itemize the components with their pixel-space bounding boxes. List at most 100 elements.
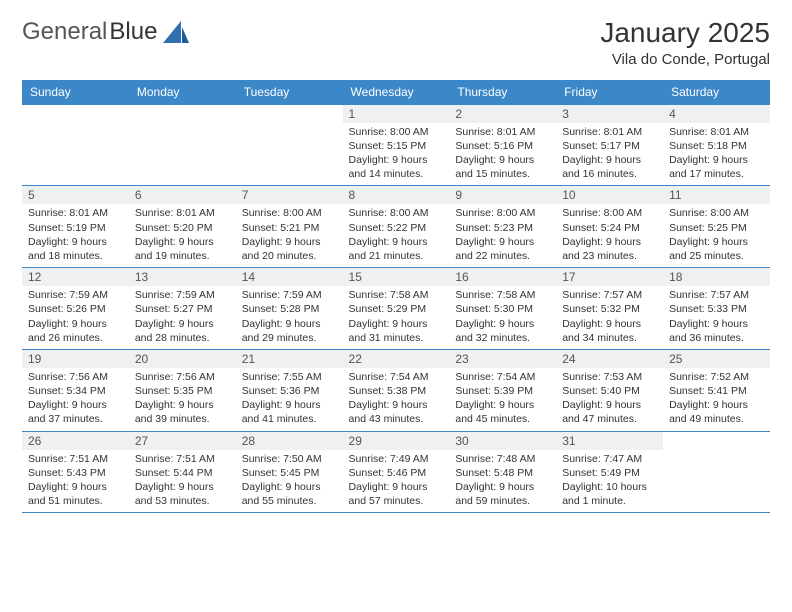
day-daylight2: and 26 minutes. xyxy=(28,331,123,345)
day-number: 29 xyxy=(343,432,450,450)
day-sunrise: Sunrise: 7:48 AM xyxy=(455,452,550,466)
day-info: Sunrise: 7:59 AMSunset: 5:26 PMDaylight:… xyxy=(22,286,129,345)
day-sunset: Sunset: 5:35 PM xyxy=(135,384,230,398)
day-info: Sunrise: 8:00 AMSunset: 5:21 PMDaylight:… xyxy=(236,204,343,263)
day-info: Sunrise: 8:01 AMSunset: 5:18 PMDaylight:… xyxy=(663,123,770,182)
day-info: Sunrise: 7:49 AMSunset: 5:46 PMDaylight:… xyxy=(343,450,450,509)
day-info: Sunrise: 7:51 AMSunset: 5:43 PMDaylight:… xyxy=(22,450,129,509)
calendar-week-row: 26Sunrise: 7:51 AMSunset: 5:43 PMDayligh… xyxy=(22,431,770,513)
day-sunset: Sunset: 5:32 PM xyxy=(562,302,657,316)
day-sunset: Sunset: 5:34 PM xyxy=(28,384,123,398)
day-info: Sunrise: 7:48 AMSunset: 5:48 PMDaylight:… xyxy=(449,450,556,509)
day-daylight2: and 55 minutes. xyxy=(242,494,337,508)
day-info: Sunrise: 7:55 AMSunset: 5:36 PMDaylight:… xyxy=(236,368,343,427)
day-daylight2: and 23 minutes. xyxy=(562,249,657,263)
calendar-cell: 29Sunrise: 7:49 AMSunset: 5:46 PMDayligh… xyxy=(343,431,450,513)
calendar-week-row: 12Sunrise: 7:59 AMSunset: 5:26 PMDayligh… xyxy=(22,268,770,350)
day-daylight1: Daylight: 9 hours xyxy=(349,480,444,494)
day-daylight2: and 41 minutes. xyxy=(242,412,337,426)
calendar-cell: 28Sunrise: 7:50 AMSunset: 5:45 PMDayligh… xyxy=(236,431,343,513)
day-number: 21 xyxy=(236,350,343,368)
day-daylight1: Daylight: 9 hours xyxy=(562,153,657,167)
day-info: Sunrise: 7:53 AMSunset: 5:40 PMDaylight:… xyxy=(556,368,663,427)
day-number: 4 xyxy=(663,105,770,123)
day-sunrise: Sunrise: 8:01 AM xyxy=(669,125,764,139)
day-daylight1: Daylight: 9 hours xyxy=(135,480,230,494)
day-sunrise: Sunrise: 7:57 AM xyxy=(669,288,764,302)
calendar-cell: 4Sunrise: 8:01 AMSunset: 5:18 PMDaylight… xyxy=(663,104,770,186)
day-daylight2: and 51 minutes. xyxy=(28,494,123,508)
day-number: 16 xyxy=(449,268,556,286)
day-daylight1: Daylight: 9 hours xyxy=(455,235,550,249)
calendar-table: SundayMondayTuesdayWednesdayThursdayFrid… xyxy=(22,80,770,513)
day-daylight2: and 21 minutes. xyxy=(349,249,444,263)
day-sunset: Sunset: 5:36 PM xyxy=(242,384,337,398)
day-info: Sunrise: 8:01 AMSunset: 5:19 PMDaylight:… xyxy=(22,204,129,263)
day-daylight1: Daylight: 9 hours xyxy=(28,480,123,494)
day-daylight1: Daylight: 9 hours xyxy=(242,480,337,494)
day-number: 20 xyxy=(129,350,236,368)
day-daylight2: and 28 minutes. xyxy=(135,331,230,345)
day-info: Sunrise: 8:01 AMSunset: 5:17 PMDaylight:… xyxy=(556,123,663,182)
day-daylight2: and 15 minutes. xyxy=(455,167,550,181)
day-daylight2: and 29 minutes. xyxy=(242,331,337,345)
day-sunset: Sunset: 5:49 PM xyxy=(562,466,657,480)
day-number: 31 xyxy=(556,432,663,450)
day-daylight1: Daylight: 9 hours xyxy=(349,235,444,249)
calendar-cell: 19Sunrise: 7:56 AMSunset: 5:34 PMDayligh… xyxy=(22,349,129,431)
day-info: Sunrise: 8:00 AMSunset: 5:23 PMDaylight:… xyxy=(449,204,556,263)
day-daylight1: Daylight: 9 hours xyxy=(669,235,764,249)
day-info: Sunrise: 7:52 AMSunset: 5:41 PMDaylight:… xyxy=(663,368,770,427)
day-sunset: Sunset: 5:20 PM xyxy=(135,221,230,235)
day-daylight2: and 14 minutes. xyxy=(349,167,444,181)
day-number: 12 xyxy=(22,268,129,286)
day-sunset: Sunset: 5:21 PM xyxy=(242,221,337,235)
day-sunrise: Sunrise: 7:59 AM xyxy=(135,288,230,302)
day-daylight2: and 17 minutes. xyxy=(669,167,764,181)
day-daylight2: and 43 minutes. xyxy=(349,412,444,426)
day-header: Saturday xyxy=(663,80,770,105)
calendar-cell: 22Sunrise: 7:54 AMSunset: 5:38 PMDayligh… xyxy=(343,349,450,431)
day-sunset: Sunset: 5:18 PM xyxy=(669,139,764,153)
day-daylight2: and 39 minutes. xyxy=(135,412,230,426)
calendar-cell: 14Sunrise: 7:59 AMSunset: 5:28 PMDayligh… xyxy=(236,268,343,350)
logo-sail-icon xyxy=(163,21,189,43)
day-number: 26 xyxy=(22,432,129,450)
day-daylight2: and 49 minutes. xyxy=(669,412,764,426)
day-info: Sunrise: 7:58 AMSunset: 5:29 PMDaylight:… xyxy=(343,286,450,345)
day-number: 5 xyxy=(22,186,129,204)
calendar-cell xyxy=(22,104,129,186)
day-daylight2: and 34 minutes. xyxy=(562,331,657,345)
day-daylight1: Daylight: 9 hours xyxy=(349,153,444,167)
day-number: 25 xyxy=(663,350,770,368)
day-info: Sunrise: 7:47 AMSunset: 5:49 PMDaylight:… xyxy=(556,450,663,509)
day-daylight2: and 32 minutes. xyxy=(455,331,550,345)
calendar-cell: 26Sunrise: 7:51 AMSunset: 5:43 PMDayligh… xyxy=(22,431,129,513)
day-number: 30 xyxy=(449,432,556,450)
day-info: Sunrise: 7:56 AMSunset: 5:34 PMDaylight:… xyxy=(22,368,129,427)
day-daylight1: Daylight: 9 hours xyxy=(135,317,230,331)
day-info: Sunrise: 7:51 AMSunset: 5:44 PMDaylight:… xyxy=(129,450,236,509)
day-number: 10 xyxy=(556,186,663,204)
day-daylight2: and 59 minutes. xyxy=(455,494,550,508)
day-sunset: Sunset: 5:19 PM xyxy=(28,221,123,235)
day-info: Sunrise: 8:00 AMSunset: 5:15 PMDaylight:… xyxy=(343,123,450,182)
day-number: 8 xyxy=(343,186,450,204)
calendar-cell: 30Sunrise: 7:48 AMSunset: 5:48 PMDayligh… xyxy=(449,431,556,513)
logo-text-1: General xyxy=(22,18,107,46)
day-sunset: Sunset: 5:30 PM xyxy=(455,302,550,316)
day-daylight1: Daylight: 9 hours xyxy=(455,398,550,412)
calendar-cell: 10Sunrise: 8:00 AMSunset: 5:24 PMDayligh… xyxy=(556,186,663,268)
day-number: 17 xyxy=(556,268,663,286)
day-info: Sunrise: 8:00 AMSunset: 5:25 PMDaylight:… xyxy=(663,204,770,263)
day-daylight2: and 36 minutes. xyxy=(669,331,764,345)
month-title: January 2025 xyxy=(600,18,770,49)
day-sunrise: Sunrise: 8:00 AM xyxy=(669,206,764,220)
day-number: 11 xyxy=(663,186,770,204)
day-info: Sunrise: 7:57 AMSunset: 5:33 PMDaylight:… xyxy=(663,286,770,345)
day-sunset: Sunset: 5:26 PM xyxy=(28,302,123,316)
day-daylight1: Daylight: 9 hours xyxy=(455,153,550,167)
day-daylight2: and 25 minutes. xyxy=(669,249,764,263)
calendar-cell: 9Sunrise: 8:00 AMSunset: 5:23 PMDaylight… xyxy=(449,186,556,268)
day-daylight2: and 1 minute. xyxy=(562,494,657,508)
